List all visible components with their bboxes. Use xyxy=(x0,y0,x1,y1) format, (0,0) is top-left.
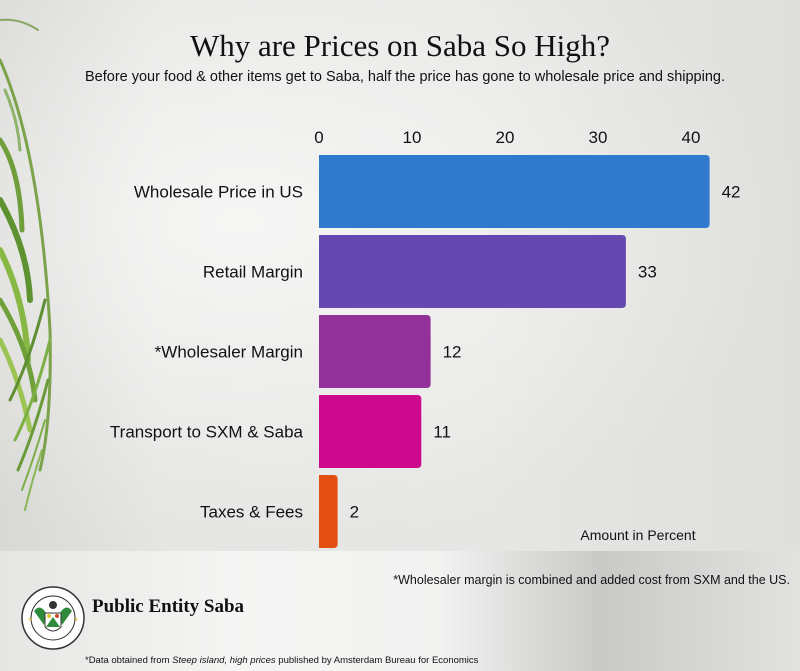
svg-text:★: ★ xyxy=(28,617,33,623)
footnote: *Wholesaler margin is combined and added… xyxy=(393,573,790,587)
category-label: *Wholesaler Margin xyxy=(155,343,303,362)
data-label: 12 xyxy=(443,343,462,362)
brand-name: Public Entity Saba xyxy=(92,596,245,617)
chart-title: Why are Prices on Saba So High? xyxy=(189,28,611,63)
x-tick-label: 20 xyxy=(496,128,515,147)
x-tick-label: 10 xyxy=(403,128,422,147)
chart-subtitle: Before your food & other items get to Sa… xyxy=(84,69,725,85)
source-suffix: published by Amsterdam Bureau for Econom… xyxy=(275,655,479,666)
x-axis-label: Amount in Percent xyxy=(580,527,695,543)
public-entity-saba-seal-icon: ★ ★ xyxy=(21,586,85,650)
data-label: 42 xyxy=(722,183,741,202)
source-title: Steep island, high prices xyxy=(172,655,276,666)
data-label: 11 xyxy=(433,423,451,442)
bar xyxy=(319,155,710,228)
svg-text:★: ★ xyxy=(74,617,79,623)
x-tick-label: 40 xyxy=(682,128,701,147)
bar xyxy=(319,395,422,468)
source-note: *Data obtained from Steep island, high p… xyxy=(85,655,478,666)
data-label: 2 xyxy=(350,503,359,522)
palm-leaf-decoration xyxy=(0,18,52,511)
x-tick-label: 0 xyxy=(314,128,323,147)
category-label: Retail Margin xyxy=(203,263,303,282)
category-label: Taxes & Fees xyxy=(200,503,303,522)
data-label: 33 xyxy=(638,263,657,282)
bar xyxy=(319,235,626,308)
bar xyxy=(319,315,431,388)
category-label: Wholesale Price in US xyxy=(134,183,303,202)
source-prefix: *Data obtained from xyxy=(85,655,173,666)
category-label: Transport to SXM & Saba xyxy=(110,423,304,442)
floor-background xyxy=(0,551,800,671)
bar xyxy=(319,475,338,548)
bar-chart: 0 10 20 30 40 Wholesale Price in US 42 Retail M… xyxy=(110,128,741,548)
x-tick-label: 30 xyxy=(589,128,608,147)
